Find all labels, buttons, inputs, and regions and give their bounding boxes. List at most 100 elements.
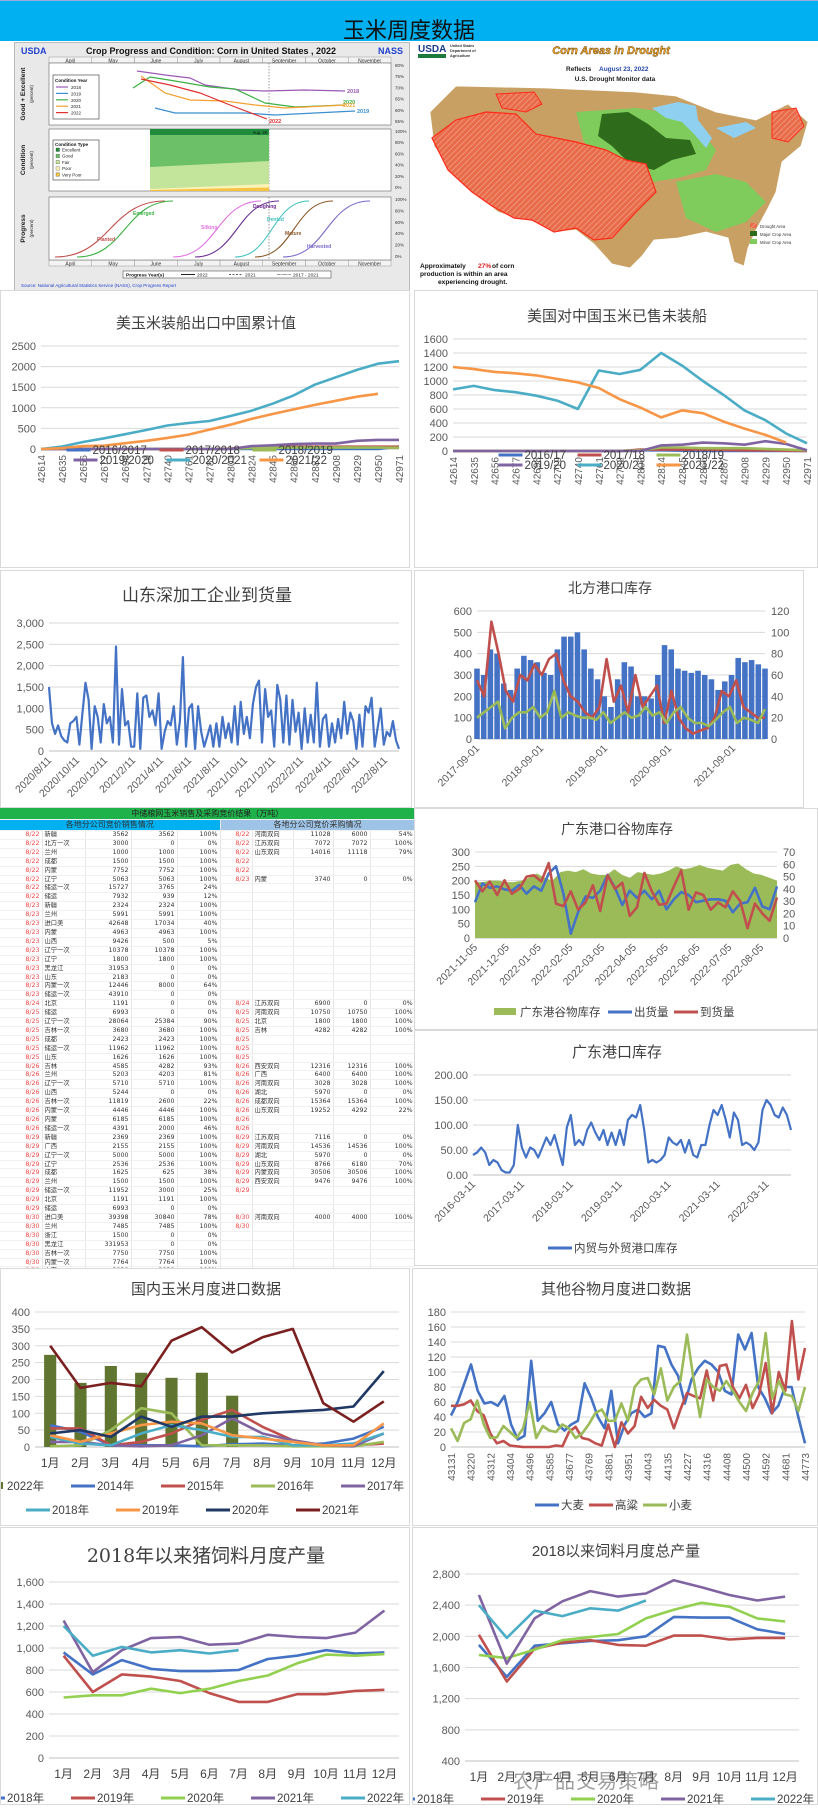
sale-rate: 40% — [177, 919, 221, 929]
legend-swatch — [55, 154, 60, 158]
sale-rate: 46% — [177, 1124, 221, 1134]
buy-rate: 0% — [370, 875, 415, 885]
x-tick-label: 42866 — [290, 455, 301, 483]
legend-label: 2022年 — [777, 1792, 814, 1806]
legend-swatch — [55, 172, 60, 177]
sale-date: 8/26 — [0, 1106, 43, 1116]
table-row: 8/25 吉林一次 3680 3680 100% 8/25 吉林 4282 4282 100% — [0, 1026, 415, 1036]
buy-region: 西安双向 — [252, 1062, 294, 1072]
y-tick-label: 0 — [440, 1442, 446, 1454]
buy-date — [220, 892, 253, 903]
sale-offered: 2930 — [85, 1266, 132, 1268]
buy-offered — [293, 1240, 334, 1250]
buy-date — [220, 910, 253, 921]
buy-offered — [293, 1249, 334, 1259]
y-tick-label: 300 — [12, 1341, 30, 1353]
sale-region: 储运一次 — [42, 1044, 86, 1054]
buy-dealt: 0 — [333, 1088, 371, 1099]
buy-offered: 9476 — [293, 1177, 334, 1188]
x-tick-label: 43496 — [526, 1453, 537, 1481]
table-row: 8/26 辽宁一次 5710 5710 100% 8/26 河南双向 3028 3028 100% — [0, 1079, 415, 1090]
bar-港口库存 — [641, 696, 648, 739]
chart-panel-gd-grain: 广东港口谷物库存 0 50 100 150 200 250 300 0 10 20 30 40 50 60 7… — [414, 808, 818, 1030]
panel-ylabel: Progress — [20, 214, 27, 243]
buy-region: 山东双向 — [252, 1160, 294, 1170]
x-tick-label: 42887 — [311, 455, 322, 483]
drought-note-line: Approximately — [420, 263, 466, 270]
stage-label: Silking — [201, 225, 217, 231]
buy-dealt: 10750 — [333, 1008, 371, 1019]
legend-label: Fair — [62, 160, 70, 165]
buy-date — [220, 990, 253, 1001]
condition-line-2021 — [140, 75, 346, 109]
y2-tick-label: 0 — [783, 933, 789, 945]
nass-logo: NASS — [378, 46, 403, 56]
y-tick-label: 20 — [434, 1427, 446, 1439]
y-tick-label: 200 — [26, 1731, 44, 1743]
month-label: April — [65, 59, 75, 65]
sale-region: 吉林一次 — [42, 1097, 86, 1108]
buy-region — [252, 1231, 294, 1241]
buy-rate — [370, 955, 415, 965]
buy-region — [252, 964, 294, 974]
sale-offered: 5000 — [85, 1151, 132, 1161]
buy-dealt — [333, 1044, 371, 1054]
sale-dealt: 1500 — [131, 857, 178, 867]
sale-dealt: 8000 — [131, 981, 178, 992]
sale-rate: 100% — [177, 857, 221, 867]
panel-ysub: (percent) — [29, 150, 34, 169]
buy-rate — [370, 1231, 415, 1241]
legend-box — [52, 74, 100, 120]
buy-offered: 15364 — [293, 1097, 334, 1108]
line-2021/22 — [452, 365, 787, 444]
condition-line-2022 — [140, 78, 268, 120]
x-tick-label: 42698 — [532, 457, 543, 485]
x-tick-label: 6月 — [609, 1770, 628, 1784]
sale-rate: 93% — [177, 1062, 221, 1072]
buy-rate: 0% — [370, 1133, 415, 1143]
y-tick-label: 180 — [428, 1307, 446, 1319]
sale-dealt: 0 — [131, 1088, 178, 1099]
sale-date: 8/29 — [0, 1133, 43, 1143]
buy-dealt: 7072 — [333, 839, 371, 849]
buy-offered: 3740 — [293, 875, 334, 885]
sale-dealt: 1500 — [131, 1177, 178, 1188]
table-row: 8/30 内蒙一次 7764 7764 100% — [0, 1258, 415, 1268]
sale-offered: 2324 — [85, 901, 132, 912]
bar-港口库存 — [541, 672, 547, 739]
buy-rate: 70% — [370, 1160, 415, 1170]
buy-rate: 100% — [370, 1017, 415, 1027]
table-row: 8/22 内蒙 7752 7752 100% 8/22 — [0, 866, 415, 876]
sale-offered: 7750 — [85, 1249, 132, 1259]
buy-offered — [293, 928, 334, 938]
month-label: October — [318, 262, 336, 268]
x-tick-label: 10月 — [310, 1456, 335, 1470]
buy-dealt — [333, 1115, 371, 1125]
table-row: 8/29 成都 1625 625 38% 8/29 内蒙双向 30506 30506 100% — [0, 1168, 415, 1179]
y-tick-label: 150.00 — [434, 1095, 468, 1107]
sale-region: 进口美 — [42, 919, 86, 929]
chart-shandong-arrivals: 山东深加工企业到货量05001,0001,5002,0002,5003,0002… — [13, 586, 401, 800]
x-tick-label: 44135 — [663, 1453, 674, 1481]
buy-dealt — [333, 955, 371, 965]
buy-date — [220, 919, 253, 929]
x-tick-label: 11月 — [745, 1770, 769, 1784]
agency-line: United States — [450, 44, 474, 48]
date-annotation: Aug. 28 — [253, 130, 268, 135]
month-label: October — [318, 59, 336, 65]
x-tick-label: 2019-03-11 — [579, 1179, 625, 1225]
x-tick-label: 1月 — [470, 1770, 489, 1784]
sale-rate: 100% — [177, 910, 221, 921]
end-label: 2020 — [343, 100, 355, 106]
buy-dealt: 6180 — [333, 1160, 371, 1170]
buy-offered: 5970 — [293, 1151, 334, 1161]
buy-date: 8/29 — [220, 1133, 253, 1143]
x-tick-label: 4月 — [132, 1456, 151, 1470]
y-tick-label: 1,000 — [16, 703, 44, 715]
table-row: 8/22 储运 7932 939 12% — [0, 892, 415, 903]
legend-label: 2021年 — [687, 1792, 724, 1806]
buy-offered: 3028 — [293, 1079, 334, 1090]
line-到货量 — [473, 861, 779, 930]
table-title: 中储粮网玉米销售及采购竞价结果（万吨） — [0, 808, 415, 820]
sale-offered: 4585 — [85, 1062, 132, 1072]
